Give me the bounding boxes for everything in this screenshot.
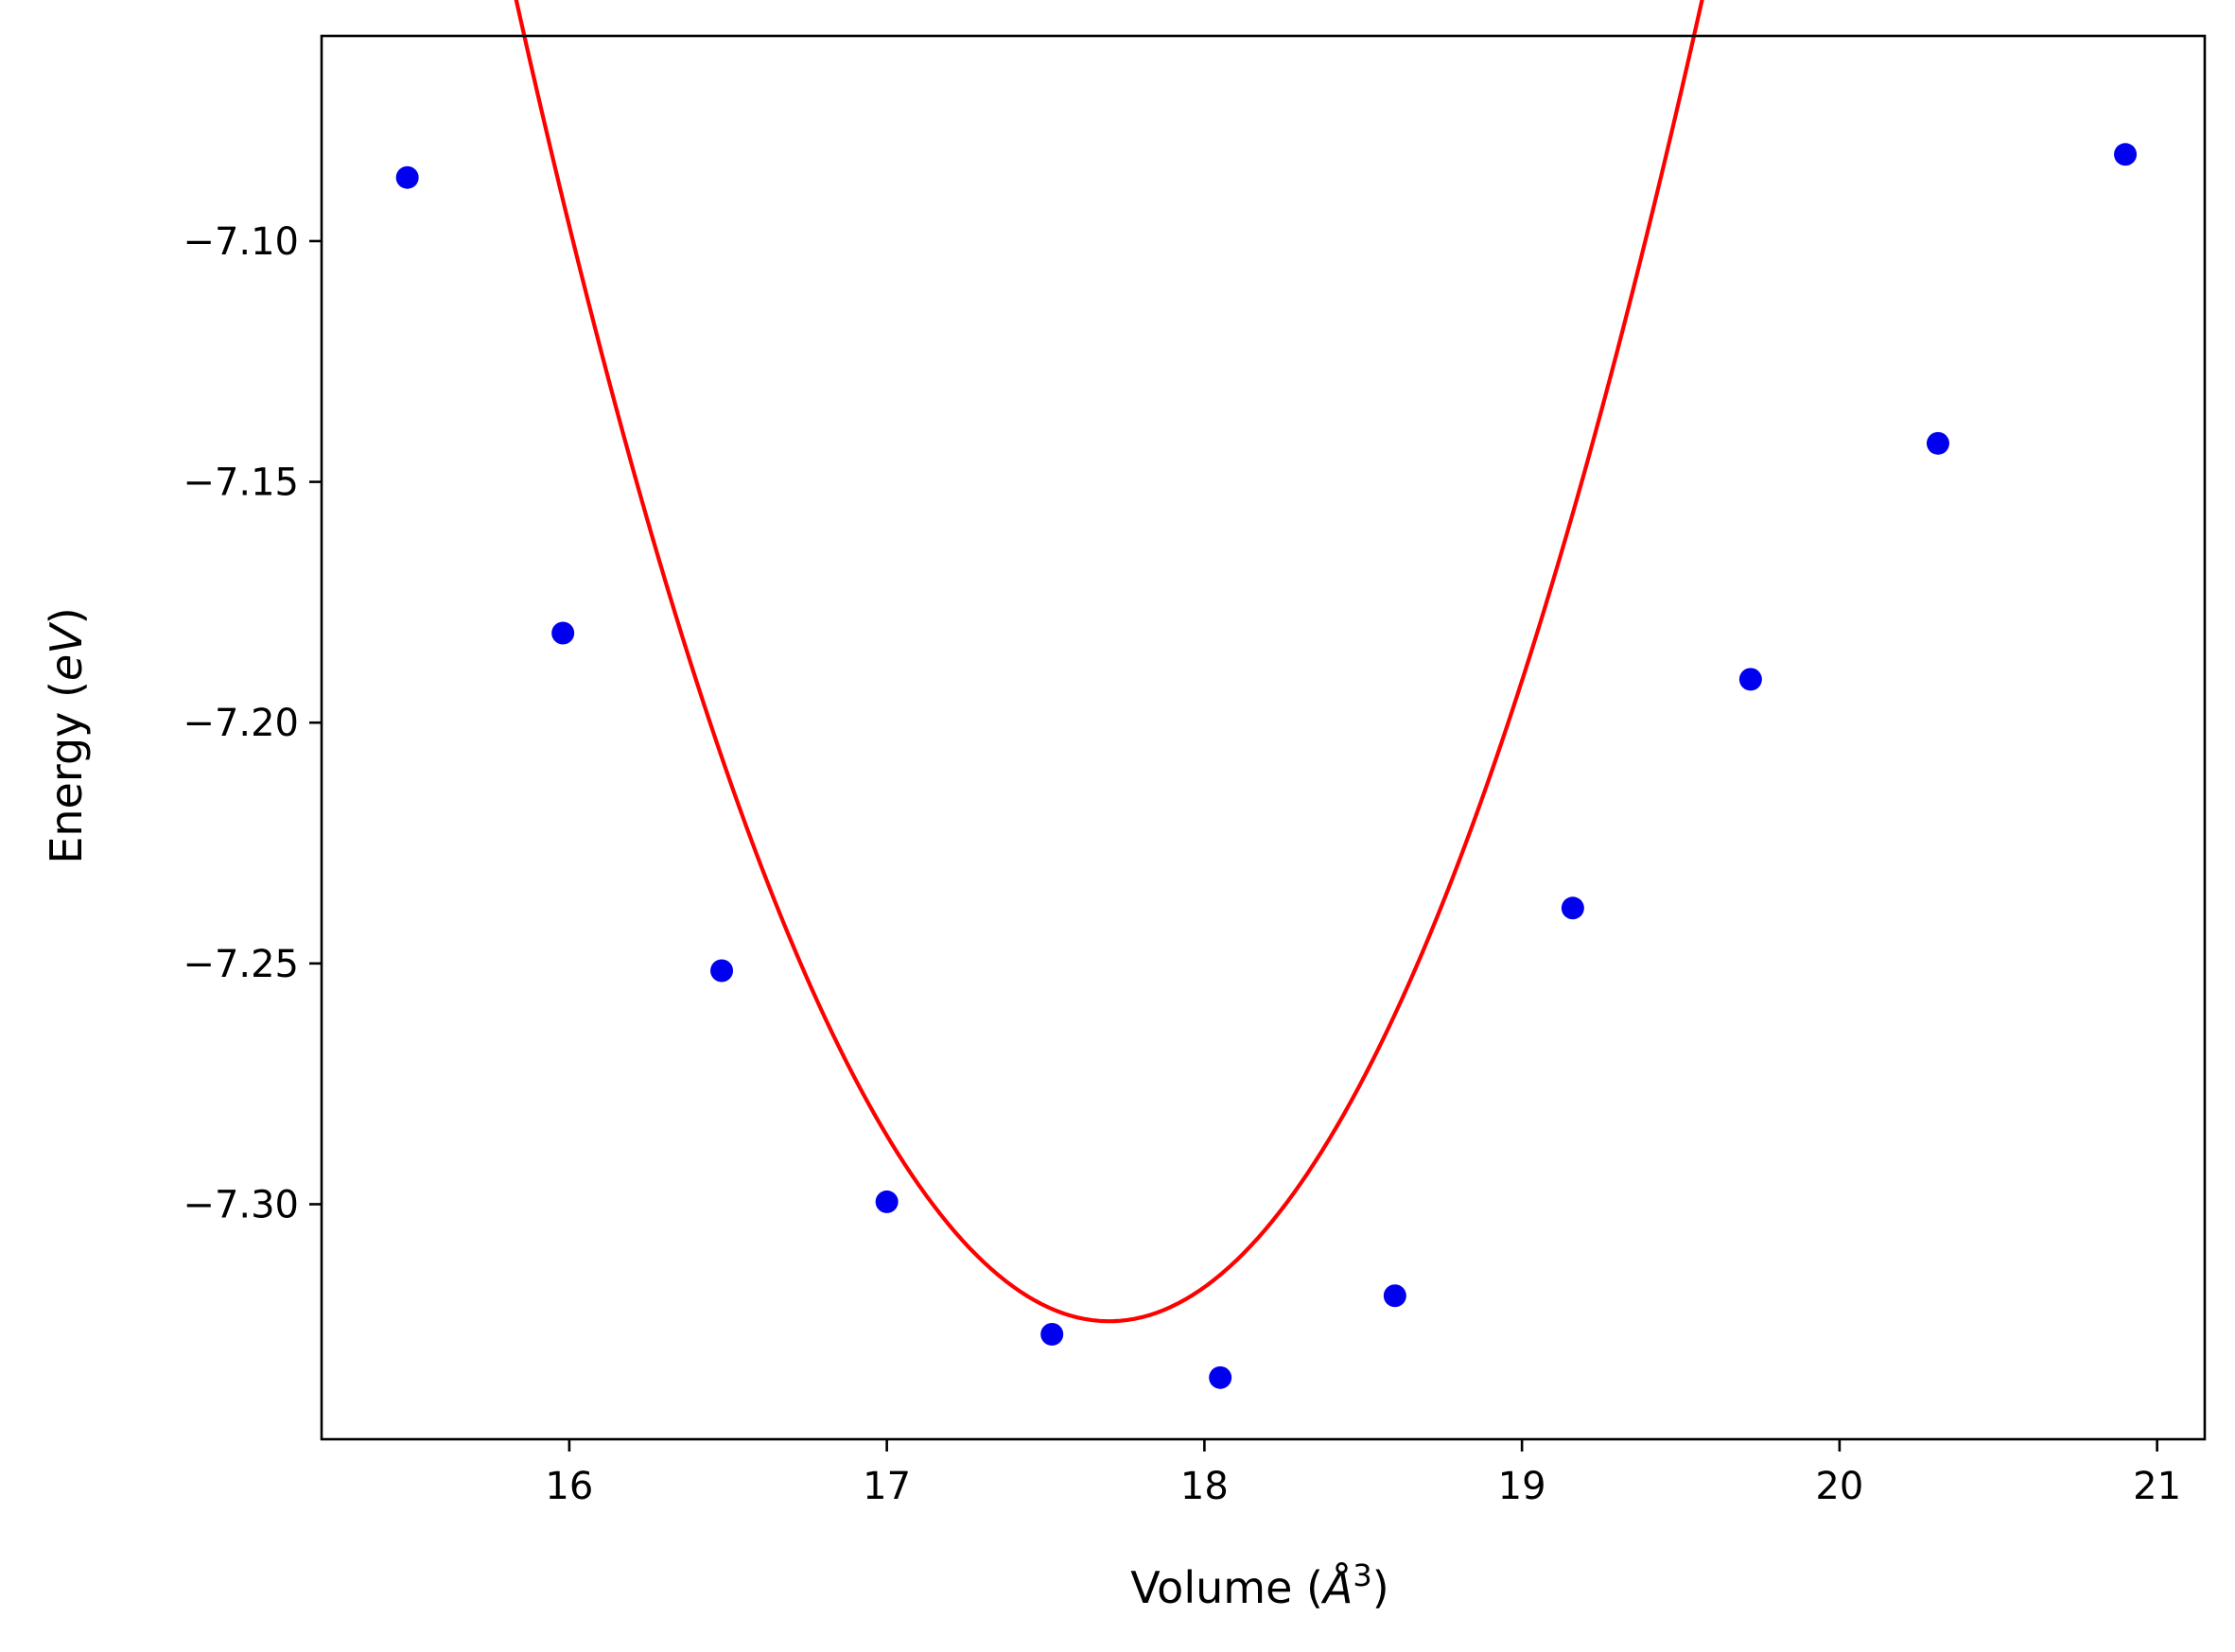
data-point (551, 621, 575, 645)
data-point (395, 165, 419, 189)
data-point (1926, 431, 1949, 455)
y-tick-label: −7.10 (183, 220, 299, 264)
x-tick-label: 19 (1498, 1465, 1546, 1508)
data-point (1738, 668, 1762, 691)
x-axis-title-symbol: Å (1320, 1562, 1353, 1613)
data-point (1040, 1322, 1064, 1346)
y-axis-title-symbol: eV (41, 621, 92, 681)
data-point (710, 959, 734, 983)
plot-area (395, 0, 2138, 1389)
x-axis-title: Volume (Å3) (1130, 1557, 1388, 1613)
y-tick-label: −7.30 (183, 1183, 299, 1226)
y-tick-label: −7.25 (183, 943, 299, 986)
y-axis-title-suffix: ) (41, 607, 92, 624)
x-tick-label: 16 (545, 1465, 593, 1508)
axes-frame (320, 34, 2207, 1441)
fit-curve (514, 0, 1704, 1324)
x-tick-label: 20 (1815, 1465, 1863, 1508)
y-tick-label: −7.15 (183, 461, 299, 505)
axis-ticks: 16 17 18 19 20 21 −7.10 −7.15 −7.20 −7.25 −7.30 (183, 220, 2181, 1508)
x-axis-title-prefix: Volume ( (1130, 1562, 1323, 1613)
x-axis-title-superscript: 3 (1353, 1557, 1371, 1593)
y-axis-title: Energy (eV) (41, 607, 92, 863)
y-tick-label: −7.20 (183, 702, 299, 745)
x-axis-title-suffix: ) (1372, 1562, 1389, 1613)
x-tick-label: 17 (863, 1465, 911, 1508)
data-point (2114, 143, 2138, 166)
x-tick-label: 18 (1180, 1465, 1229, 1508)
y-axis-title-prefix: Energy ( (41, 681, 92, 864)
data-point (875, 1190, 899, 1213)
data-point (1209, 1365, 1232, 1389)
data-point (1561, 896, 1584, 920)
data-point (1383, 1284, 1406, 1308)
x-tick-label: 21 (2133, 1465, 2181, 1508)
